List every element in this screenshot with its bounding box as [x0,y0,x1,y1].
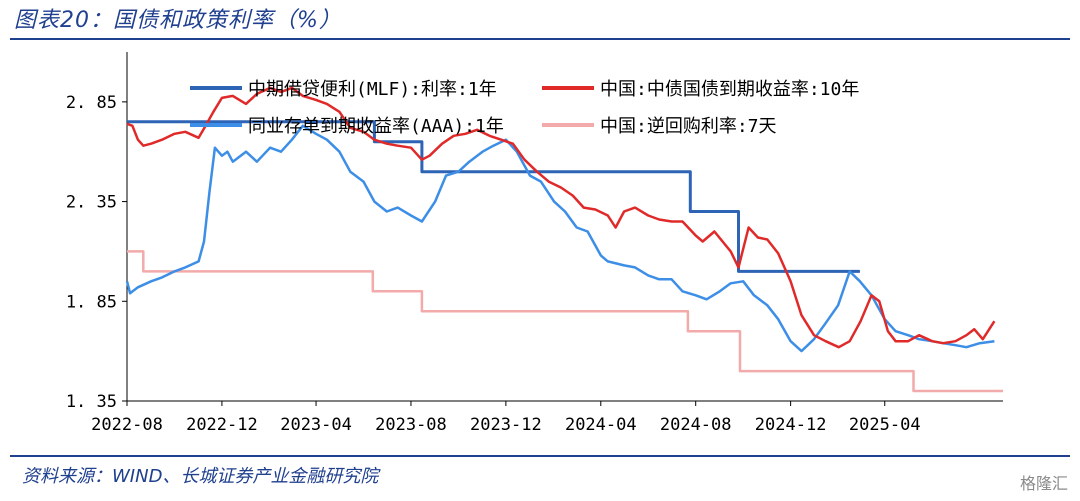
y-tick-label: 2. 35 [66,193,117,213]
x-tick-label: 2022-08 [91,415,163,435]
legend-label-1: 中国:中债国债到期收益率:10年 [600,79,859,100]
x-tick-label: 2024-12 [755,415,827,435]
chart-legend: 中期借贷便利(MLF):利率:1年 中国:中债国债到期收益率:10年同业存单到期收… [190,79,859,137]
series-line-0 [127,120,860,273]
legend-label-3: 中国:逆回购利率:7天 [600,116,777,137]
source-rule [10,455,1070,457]
chart-series [125,86,1003,393]
line-chart: 1. 35 1. 85 2. 35 2. 85 2022-08 2022-12 2023-0… [66,52,1003,435]
series-line-1 [126,86,996,349]
x-tick-label: 2024-04 [565,415,637,435]
figure-title: 图表20：国债和政策利率（%） [14,8,342,33]
x-tick-label: 2025-04 [849,415,921,435]
source-note: 资料来源：WIND、长城证券产业金融研究院 [22,466,379,487]
x-tick-label: 2023-08 [375,415,447,435]
series-line-2 [125,124,995,353]
watermark-logo: 格隆汇 [1019,474,1068,493]
x-tick-label: 2023-04 [280,415,352,435]
title-rule [10,38,1070,40]
chart-axes: 1. 35 1. 85 2. 35 2. 85 2022-08 2022-12 2023-0… [66,52,1003,435]
y-tick-label: 1. 35 [66,392,117,412]
y-tick-label: 2. 85 [66,93,117,113]
x-tick-label: 2022-12 [186,415,258,435]
series-line-3 [127,250,1003,393]
legend-label-0: 中期借贷便利(MLF):利率:1年 [248,79,497,100]
legend-label-2: 同业存单到期收益率(AAA):1年 [248,116,504,137]
x-tick-label: 2024-08 [660,415,732,435]
x-tick-label: 2023-12 [470,415,542,435]
y-tick-label: 1. 85 [66,292,117,312]
